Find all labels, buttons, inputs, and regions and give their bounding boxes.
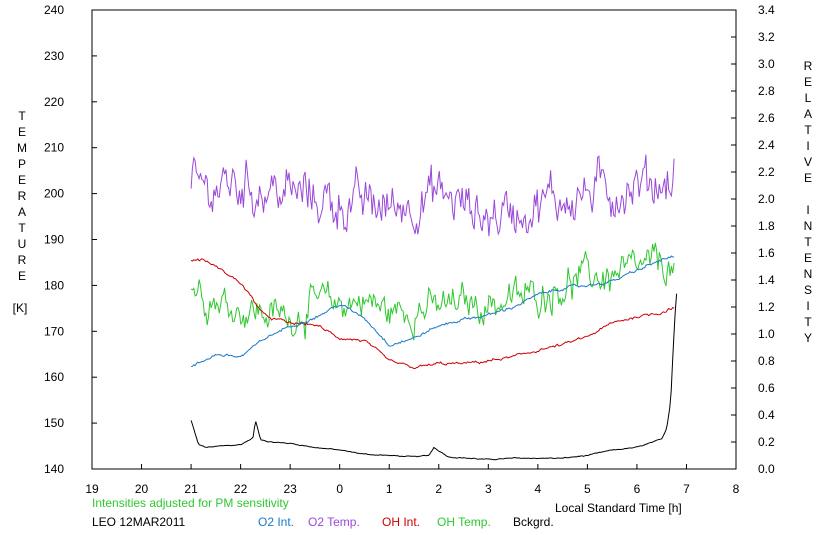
right-axis-title-letter: L bbox=[805, 91, 812, 105]
left-axis-title-letter: R bbox=[18, 189, 27, 203]
pm-sensitivity-note: Intensities adjusted for PM sensitivity bbox=[92, 496, 289, 510]
right-tick-label: 3.0 bbox=[758, 57, 775, 71]
right-tick-label: 2.2 bbox=[758, 165, 775, 179]
left-tick-label: 160 bbox=[44, 370, 64, 384]
left-axis-title-letter: R bbox=[18, 253, 27, 267]
right-tick-label: 0.8 bbox=[758, 354, 775, 368]
right-tick-label: 1.4 bbox=[758, 273, 775, 287]
x-tick-label: 5 bbox=[584, 482, 591, 496]
right-tick-label: 1.8 bbox=[758, 219, 775, 233]
right-axis-title-letter: Y bbox=[804, 331, 812, 345]
series-line-o2-temp bbox=[190, 154, 675, 237]
right-axis-title-letter: E bbox=[804, 75, 812, 89]
axes-layer: 1401501601701801902002102202302400.00.20… bbox=[13, 3, 813, 496]
right-axis-title-letter: S bbox=[804, 283, 812, 297]
right-tick-label: 2.8 bbox=[758, 84, 775, 98]
series-layer bbox=[190, 154, 678, 461]
station-date-label: LEO 12MAR2011 bbox=[92, 515, 185, 529]
legend-bckgrd: Bckgrd. bbox=[513, 515, 554, 529]
right-axis-title-letter: V bbox=[804, 155, 812, 169]
right-tick-label: 1.0 bbox=[758, 327, 775, 341]
left-axis-title-letter: E bbox=[18, 269, 26, 283]
x-tick-label: 7 bbox=[683, 482, 690, 496]
right-axis-title-letter: A bbox=[804, 107, 812, 121]
series-line-o2-int bbox=[190, 255, 675, 368]
right-axis-title-letter: N bbox=[804, 219, 813, 233]
left-tick-label: 140 bbox=[44, 462, 64, 476]
x-tick-label: 6 bbox=[634, 482, 641, 496]
left-tick-label: 150 bbox=[44, 416, 64, 430]
x-tick-label: 3 bbox=[485, 482, 492, 496]
left-axis-title-letter: T bbox=[18, 109, 26, 123]
right-axis-title-letter: I bbox=[806, 203, 809, 217]
left-axis-title-letter: P bbox=[18, 157, 26, 171]
left-tick-label: 220 bbox=[44, 95, 64, 109]
x-tick-label: 21 bbox=[184, 482, 198, 496]
right-axis-title-letter: I bbox=[806, 139, 809, 153]
right-axis-title-letter: T bbox=[804, 123, 812, 137]
left-tick-label: 170 bbox=[44, 324, 64, 338]
series-line-oh-temp bbox=[190, 242, 675, 341]
left-axis-title-letter: A bbox=[18, 205, 26, 219]
x-tick-label: 1 bbox=[386, 482, 393, 496]
right-tick-label: 2.0 bbox=[758, 192, 775, 206]
x-tick-label: 8 bbox=[733, 482, 740, 496]
right-axis-title-letter: N bbox=[804, 267, 813, 281]
right-axis-title-letter: E bbox=[804, 251, 812, 265]
left-axis-title-letter: E bbox=[18, 125, 26, 139]
right-axis-title-letter: E bbox=[804, 171, 812, 185]
right-tick-label: 0.2 bbox=[758, 435, 775, 449]
right-tick-label: 3.4 bbox=[758, 3, 775, 17]
x-tick-label: 22 bbox=[234, 482, 248, 496]
right-axis-title-letter: T bbox=[804, 315, 812, 329]
right-tick-label: 1.2 bbox=[758, 300, 775, 314]
series-line-oh-int bbox=[190, 258, 675, 369]
left-tick-label: 180 bbox=[44, 278, 64, 292]
legend-o2-temp: O2 Temp. bbox=[308, 515, 360, 529]
left-axis-title-letter: E bbox=[18, 173, 26, 187]
right-axis-title-letter: I bbox=[806, 299, 809, 313]
left-tick-label: 190 bbox=[44, 233, 64, 247]
left-tick-label: 210 bbox=[44, 141, 64, 155]
left-axis-title-letter: T bbox=[18, 221, 26, 235]
x-tick-label: 23 bbox=[283, 482, 297, 496]
legend-oh-temp: OH Temp. bbox=[437, 515, 491, 529]
legend-o2-int: O2 Int. bbox=[258, 515, 294, 529]
right-tick-label: 1.6 bbox=[758, 246, 775, 260]
x-tick-label: 4 bbox=[535, 482, 542, 496]
right-tick-label: 3.2 bbox=[758, 30, 775, 44]
right-axis-title-letter: T bbox=[804, 235, 812, 249]
left-axis-title-letter: M bbox=[17, 141, 27, 155]
x-tick-label: 20 bbox=[135, 482, 149, 496]
x-tick-label: 0 bbox=[336, 482, 343, 496]
x-tick-label: 19 bbox=[85, 482, 99, 496]
left-axis-title-letter: U bbox=[18, 237, 27, 251]
x-axis-title: Local Standard Time [h] bbox=[555, 501, 682, 515]
plot-frame bbox=[91, 9, 737, 470]
legend-oh-int: OH Int. bbox=[382, 515, 420, 529]
left-axis-unit: [K] bbox=[13, 301, 28, 315]
left-tick-label: 240 bbox=[44, 3, 64, 17]
x-tick-label: 2 bbox=[435, 482, 442, 496]
right-tick-label: 2.6 bbox=[758, 111, 775, 125]
right-tick-label: 0.0 bbox=[758, 462, 775, 476]
right-tick-label: 2.4 bbox=[758, 138, 775, 152]
right-axis-title-letter: R bbox=[804, 59, 813, 73]
right-tick-label: 0.6 bbox=[758, 381, 775, 395]
series-line-bckgrd bbox=[190, 293, 678, 461]
right-tick-label: 0.4 bbox=[758, 408, 775, 422]
left-tick-label: 230 bbox=[44, 49, 64, 63]
left-tick-label: 200 bbox=[44, 187, 64, 201]
